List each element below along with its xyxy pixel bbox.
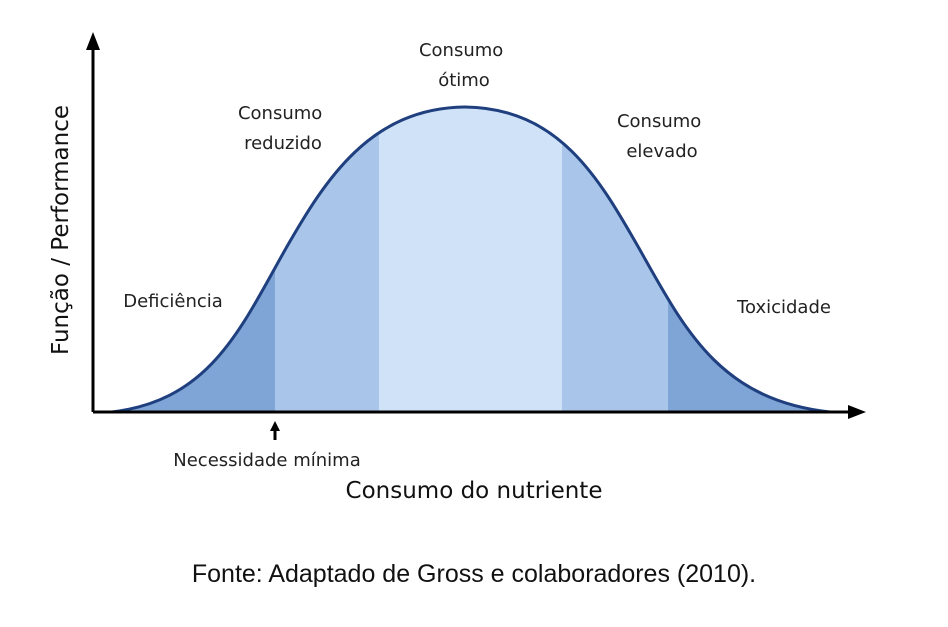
y-axis-title: Função / Performance <box>48 105 74 355</box>
label-consumo-reduzido-line2: reduzido <box>244 133 322 154</box>
label-consumo-elevado: Consumo elevado <box>617 111 707 162</box>
label-consumo-otimo-line1: Consumo <box>419 40 503 61</box>
label-necessidade-minima: Necessidade mínima <box>173 450 360 471</box>
zone-otimo-band <box>379 107 562 412</box>
zone-toxicidade-band <box>668 107 830 412</box>
response-curve <box>111 105 831 414</box>
label-toxicidade: Toxicidade <box>736 297 831 318</box>
label-consumo-elevado-line2: elevado <box>626 141 697 162</box>
x-axis-title: Consumo do nutriente <box>346 478 603 504</box>
necessidade-minima-arrowhead <box>270 421 280 431</box>
zone-elevado-band <box>562 107 668 412</box>
label-consumo-reduzido-line1: Consumo <box>238 103 322 124</box>
label-deficiencia: Deficiência <box>123 291 223 312</box>
label-consumo-otimo: Consumo ótimo <box>419 40 509 91</box>
label-consumo-elevado-line1: Consumo <box>617 111 701 132</box>
x-axis-arrowhead <box>848 405 866 419</box>
label-consumo-reduzido: Consumo reduzido <box>238 103 328 154</box>
y-axis-arrowhead <box>86 32 100 50</box>
label-consumo-otimo-line2: ótimo <box>438 70 490 91</box>
zone-bands <box>112 107 830 412</box>
figure-caption: Fonte: Adaptado de Gross e colaboradores… <box>191 560 757 588</box>
nutrient-response-diagram: Deficiência Consumo reduzido Consumo óti… <box>48 32 866 504</box>
